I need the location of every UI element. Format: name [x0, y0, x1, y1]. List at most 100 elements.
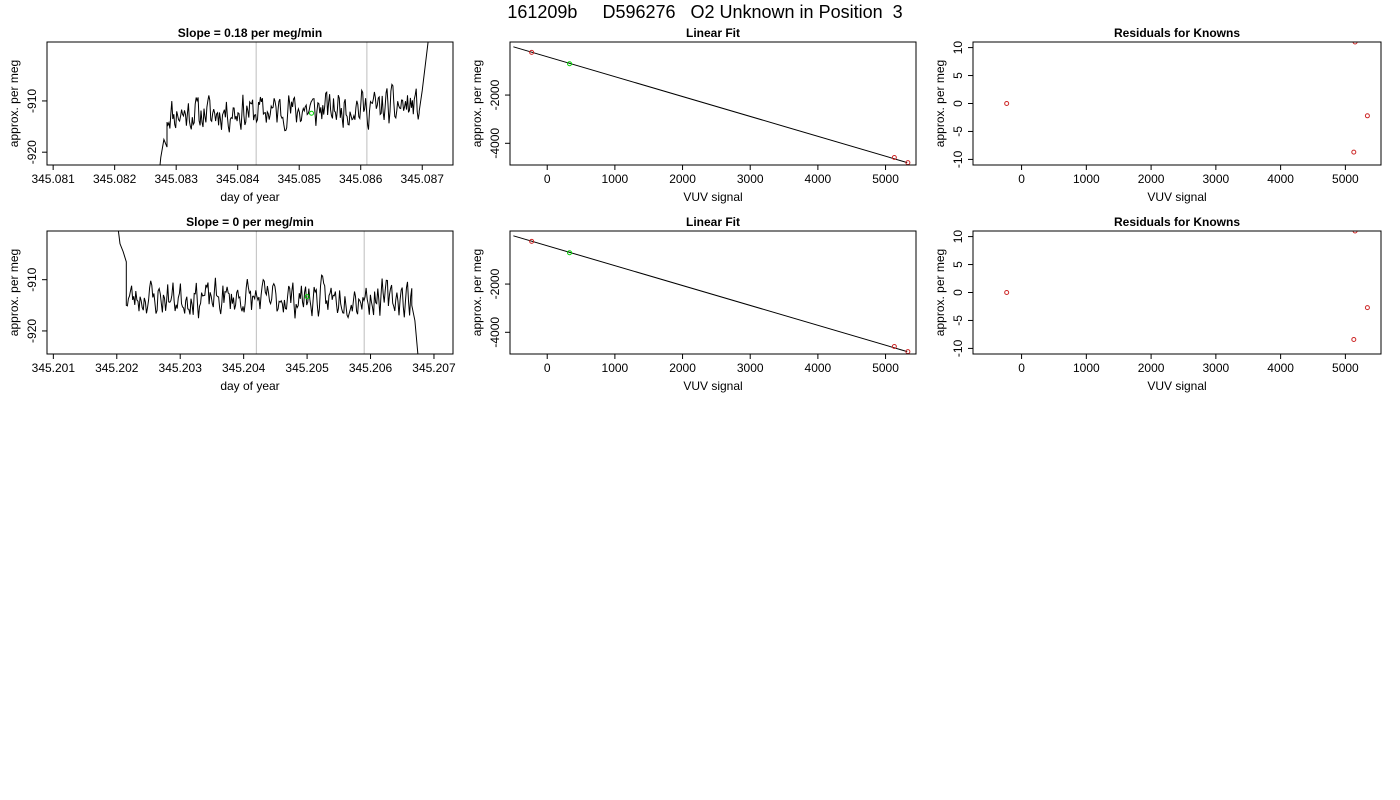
x-tick-label: 345.082 [93, 172, 137, 186]
y-tick-label: -920 [25, 319, 39, 343]
x-tick-label: 0 [1018, 172, 1025, 186]
plot-frame [509, 230, 917, 355]
x-tick-label: 5000 [872, 361, 899, 375]
x-axis-label: VUV signal [1147, 379, 1206, 393]
x-tick-label: 2000 [669, 172, 696, 186]
panel-slope-2: Slope = 0 per meg/min 345.201 345.202 345.2… [7, 215, 456, 393]
known-point [529, 238, 535, 244]
x-tick-label: 3000 [737, 361, 764, 375]
panel-title: Linear Fit [686, 26, 740, 40]
panel-title: Residuals for Knowns [1114, 215, 1240, 229]
y-axis-label: approx. per meg [933, 249, 947, 336]
y-tick-label: -5 [951, 126, 965, 137]
panel-resid-1: Residuals for Knowns 0 1000 2000 3000 4000 500… [933, 26, 1382, 204]
y-tick-label: -920 [25, 140, 39, 164]
panel-linfit-2: Linear Fit 0 1000 2000 3000 4000 5000 -2000 -400… [470, 215, 917, 393]
x-tick-label: 2000 [669, 361, 696, 375]
unknown-marker [304, 294, 310, 300]
known-point [1351, 336, 1357, 342]
unknown-point [567, 61, 573, 67]
known-point [1364, 113, 1370, 119]
x-tick-label: 1000 [1073, 361, 1100, 375]
x-tick-label: 345.203 [159, 361, 203, 375]
fit-line [513, 235, 908, 353]
y-tick-label: 5 [951, 261, 965, 268]
y-tick-label: 10 [951, 41, 965, 55]
x-axis-label: day of year [220, 379, 279, 393]
y-tick-label: -4000 [488, 128, 502, 159]
x-tick-label: 345.206 [349, 361, 393, 375]
panel-linfit-1: Linear Fit 0 1000 2000 3000 4000 5000 -2000 -400… [470, 26, 917, 204]
panel-title: Slope = 0 per meg/min [186, 215, 314, 229]
plot-area [1004, 231, 1370, 342]
x-tick-label: 3000 [1203, 361, 1230, 375]
data-series-line [159, 42, 429, 165]
x-tick-label: 3000 [1203, 172, 1230, 186]
known-point [1004, 101, 1010, 106]
x-tick-label: 1000 [602, 172, 629, 186]
panel-resid-2: Residuals for Knowns 0 1000 2000 3000 4000 500… [933, 215, 1382, 393]
figure-title: 161209b D596276 O2 Unknown in Position 3 [507, 2, 903, 22]
y-tick-label: 0 [951, 100, 965, 107]
known-point [1004, 290, 1010, 295]
x-tick-label: 4000 [805, 172, 832, 186]
y-tick-label: -4000 [488, 317, 502, 348]
x-tick-label: 345.205 [285, 361, 329, 375]
panel-title: Residuals for Knowns [1114, 26, 1240, 40]
unknown-marker [309, 110, 315, 116]
x-tick-label: 0 [1018, 361, 1025, 375]
y-tick-label: -10 [951, 339, 965, 357]
x-tick-label: 345.081 [31, 172, 75, 186]
x-tick-label: 345.207 [412, 361, 456, 375]
known-point [1351, 149, 1357, 155]
y-axis-label: approx. per meg [933, 60, 947, 147]
y-tick-label: 5 [951, 72, 965, 79]
plot-area [513, 46, 911, 165]
known-point [1352, 42, 1358, 45]
fit-line [513, 46, 908, 164]
y-tick-label: 0 [951, 289, 965, 296]
x-tick-label: 4000 [1267, 172, 1294, 186]
plot-area [117, 231, 419, 354]
data-series-line [117, 231, 419, 354]
x-axis-label: VUV signal [683, 190, 742, 204]
unknown-point [567, 250, 573, 256]
x-tick-label: 1000 [602, 361, 629, 375]
x-axis-label: day of year [220, 190, 279, 204]
x-axis-label: VUV signal [1147, 190, 1206, 204]
plot-area [1004, 42, 1370, 155]
known-point [1364, 305, 1370, 311]
plot-area [513, 235, 911, 354]
y-tick-label: -10 [951, 150, 965, 168]
x-axis-label: VUV signal [683, 379, 742, 393]
x-tick-label: 345.202 [95, 361, 139, 375]
known-point [1352, 231, 1358, 234]
plot-frame [972, 230, 1382, 355]
x-tick-label: 345.085 [278, 172, 322, 186]
y-tick-label: -910 [25, 89, 39, 113]
plot-area [159, 42, 429, 165]
plot-frame [972, 41, 1382, 166]
known-point [529, 49, 535, 55]
y-tick-label: -910 [25, 267, 39, 291]
x-tick-label: 0 [544, 361, 551, 375]
x-tick-label: 5000 [1332, 172, 1359, 186]
y-tick-label: -2000 [488, 268, 502, 299]
plot-frame [509, 41, 917, 166]
y-axis-label: approx. per meg [7, 249, 21, 336]
x-tick-label: 2000 [1138, 361, 1165, 375]
x-tick-label: 2000 [1138, 172, 1165, 186]
plot-frame [46, 230, 454, 355]
x-tick-label: 1000 [1073, 172, 1100, 186]
x-tick-label: 5000 [872, 172, 899, 186]
y-tick-label: 10 [951, 230, 965, 244]
known-point [891, 344, 897, 350]
x-tick-label: 3000 [737, 172, 764, 186]
plot-frame [46, 41, 454, 166]
x-tick-label: 345.204 [222, 361, 266, 375]
x-tick-label: 345.086 [339, 172, 383, 186]
panel-slope-1: Slope = 0.18 per meg/min 345.081 345.082 34… [7, 26, 454, 204]
y-tick-label: -5 [951, 315, 965, 326]
y-tick-label: -2000 [488, 79, 502, 110]
